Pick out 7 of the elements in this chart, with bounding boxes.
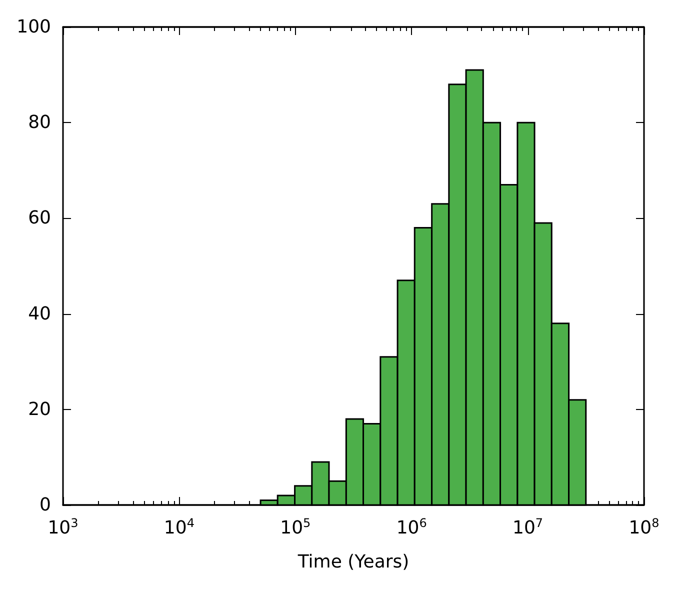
x-axis-title: Time (Years) <box>296 552 410 572</box>
y-tick-label: 20 <box>28 398 51 420</box>
y-tick-label: 100 <box>16 16 51 38</box>
y-tick-label: 40 <box>28 303 51 324</box>
y-tick-label: 60 <box>28 208 51 229</box>
y-tick-label: 80 <box>28 112 51 134</box>
y-tick-label: 0 <box>40 494 51 516</box>
